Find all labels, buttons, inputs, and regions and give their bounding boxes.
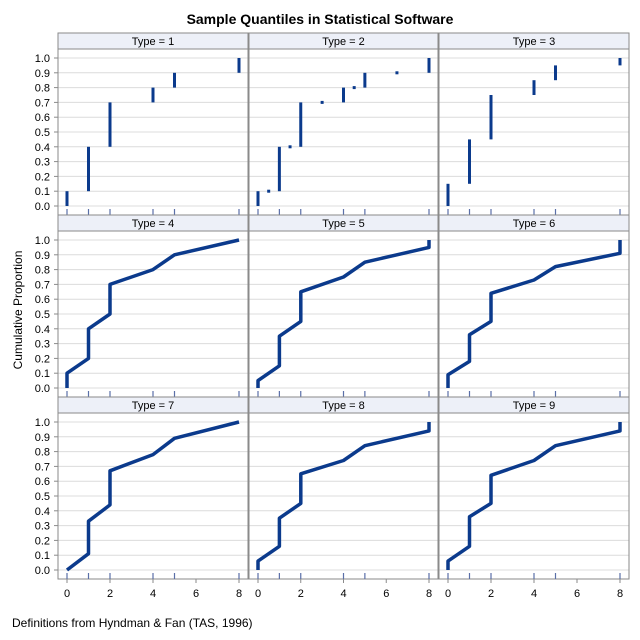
panel-1: Type = 1 0.0 0.1 0.2 0.3 0.4 0.5 0.6 0.7 0.8 0.9 1.… bbox=[35, 32, 249, 216]
y-tick-label: 0.1 bbox=[35, 186, 50, 198]
y-tick-label: 0.9 bbox=[35, 250, 50, 262]
x-tick-label: 0 bbox=[445, 588, 451, 600]
y-tick-label: 0.8 bbox=[35, 265, 50, 277]
panel-label: Type = 5 bbox=[322, 218, 365, 230]
x-tick-label: 2 bbox=[107, 588, 113, 600]
panel-label: Type = 8 bbox=[322, 400, 365, 412]
footnote: Definitions from Hyndman & Fan (TAS, 199… bbox=[12, 616, 253, 630]
y-tick-label: 0.2 bbox=[35, 353, 50, 365]
y-tick-label: 0.4 bbox=[35, 142, 50, 154]
y-tick-label: 0.9 bbox=[35, 432, 50, 444]
x-tick-label: 4 bbox=[340, 588, 346, 600]
y-tick-label: 0.7 bbox=[35, 461, 50, 473]
x-tick-label: 8 bbox=[426, 588, 432, 600]
y-tick-label: 1.0 bbox=[35, 417, 50, 429]
quantile-line bbox=[65, 238, 240, 388]
panel-5: Type = 5 bbox=[248, 214, 439, 398]
y-tick-label: 0.0 bbox=[35, 383, 50, 395]
y-tick-label: 0.4 bbox=[35, 506, 50, 518]
y-tick-label: 0.6 bbox=[35, 476, 50, 488]
y-tick-label: 0.7 bbox=[35, 279, 50, 291]
y-tick-label: 0.8 bbox=[35, 447, 50, 459]
y-tick-label: 1.0 bbox=[35, 53, 50, 65]
x-tick-label: 6 bbox=[383, 588, 389, 600]
panel-label: Type = 3 bbox=[513, 36, 556, 48]
quantile-line bbox=[446, 240, 622, 388]
panel-8: Type = 8 0 2 4 6 8 bbox=[248, 396, 439, 600]
panel-label: Type = 9 bbox=[513, 400, 556, 412]
y-tick-label: 1.0 bbox=[35, 235, 50, 247]
x-tick-label: 8 bbox=[617, 588, 623, 600]
panel-label: Type = 1 bbox=[132, 36, 175, 48]
quantile-line bbox=[256, 240, 431, 388]
x-tick-label: 2 bbox=[298, 588, 304, 600]
quantile-line bbox=[446, 422, 622, 570]
quantile-line bbox=[65, 420, 240, 572]
y-tick-label: 0.6 bbox=[35, 294, 50, 306]
y-tick-label: 0.7 bbox=[35, 97, 50, 109]
y-tick-label: 0.3 bbox=[35, 521, 50, 533]
x-tick-label: 8 bbox=[236, 588, 242, 600]
y-tick-label: 0.4 bbox=[35, 324, 50, 336]
panel-4: Type = 4 0.0 0.1 0.2 0.3 0.4 0.5 0.6 0.7 0.8 0.9 1.… bbox=[35, 214, 249, 398]
x-tick-label: 2 bbox=[488, 588, 494, 600]
x-tick-label: 6 bbox=[193, 588, 199, 600]
y-tick-label: 0.2 bbox=[35, 171, 50, 183]
x-tick-label: 0 bbox=[255, 588, 261, 600]
y-tick-label: 0.1 bbox=[35, 550, 50, 562]
y-tick-label: 0.5 bbox=[35, 309, 50, 321]
panel-label: Type = 7 bbox=[132, 400, 175, 412]
panel-6: Type = 6 bbox=[438, 214, 630, 398]
chart-title: Sample Quantiles in Statistical Software bbox=[187, 11, 454, 27]
panel-3: Type = 3 bbox=[438, 32, 630, 216]
y-tick-label: 0.3 bbox=[35, 339, 50, 351]
panel-label: Type = 2 bbox=[322, 36, 365, 48]
y-tick-label: 0.5 bbox=[35, 127, 50, 139]
x-tick-label: 4 bbox=[531, 588, 537, 600]
y-tick-label: 0.9 bbox=[35, 68, 50, 80]
y-tick-label: 0.0 bbox=[35, 201, 50, 213]
quantile-line bbox=[256, 422, 431, 570]
panel-grid: Type = 1 0.0 0.1 0.2 0.3 0.4 0.5 0.6 0.7 0.8 0.9 1.… bbox=[35, 32, 630, 600]
y-tick-label: 0.3 bbox=[35, 157, 50, 169]
panel-9: Type = 9 0 2 4 6 8 bbox=[438, 396, 630, 600]
y-tick-label: 0.1 bbox=[35, 368, 50, 380]
y-tick-label: 0.5 bbox=[35, 491, 50, 503]
x-tick-label: 0 bbox=[64, 588, 70, 600]
panel-label: Type = 6 bbox=[513, 218, 556, 230]
y-tick-label: 0.6 bbox=[35, 112, 50, 124]
panel-label: Type = 4 bbox=[132, 218, 175, 230]
y-axis-label: Cumulative Proportion bbox=[11, 251, 25, 370]
y-tick-label: 0.2 bbox=[35, 535, 50, 547]
y-tick-label: 0.8 bbox=[35, 83, 50, 95]
x-tick-label: 4 bbox=[150, 588, 156, 600]
x-tick-label: 6 bbox=[574, 588, 580, 600]
panel-7: Type = 7 0.0 0.1 0.2 0.3 0.4 0.5 0.6 0.7 0.8 0.9 1.… bbox=[35, 396, 249, 600]
y-tick-label: 0.0 bbox=[35, 565, 50, 577]
panel-2: Type = 2 bbox=[248, 32, 439, 216]
